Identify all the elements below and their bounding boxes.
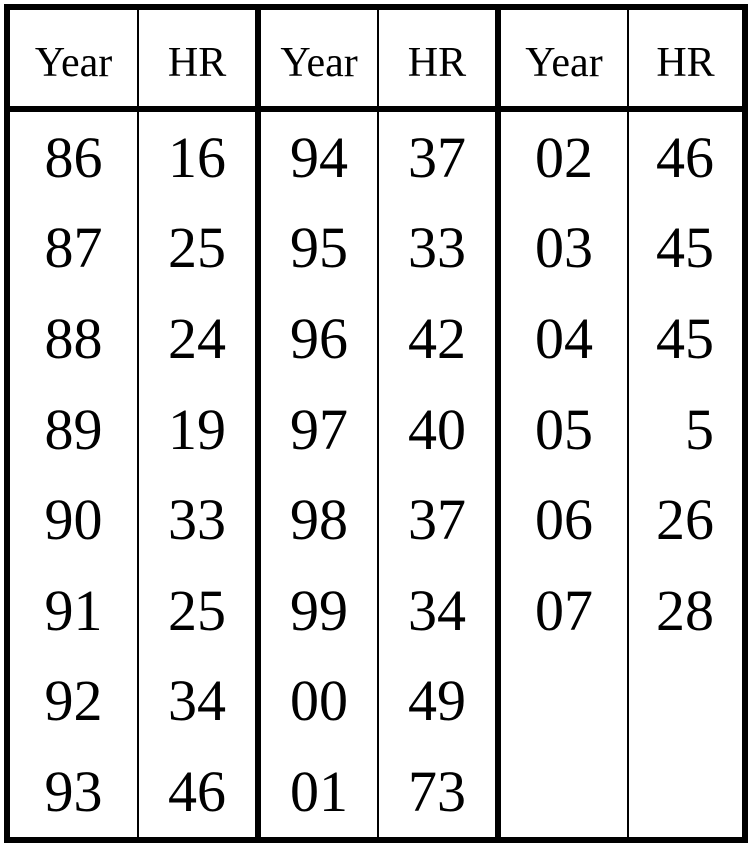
hr-cell — [627, 655, 746, 747]
hr-cell: 33 — [137, 474, 260, 565]
hr-cell: 19 — [137, 383, 260, 475]
year-cell: 94 — [255, 109, 379, 203]
hr-cell: 37 — [377, 474, 499, 565]
table-row: 88 24 96 42 04 45 — [5, 293, 746, 384]
hr-cell: 25 — [137, 564, 260, 656]
hr-cell: 45 — [627, 202, 746, 294]
year-cell: 04 — [494, 293, 630, 384]
year-cell: 96 — [255, 293, 379, 384]
year-cell: 07 — [494, 564, 630, 656]
table-row: 92 34 00 49 — [5, 655, 746, 747]
year-cell — [494, 746, 630, 840]
year-cell: 01 — [255, 746, 379, 840]
hr-cell: 42 — [377, 293, 499, 384]
hr-cell: 33 — [377, 202, 499, 294]
year-cell: 91 — [5, 564, 140, 656]
year-cell: 98 — [255, 474, 379, 565]
hr-cell: 25 — [137, 202, 260, 294]
year-cell: 95 — [255, 202, 379, 294]
hr-cell — [627, 746, 746, 840]
year-cell: 86 — [5, 109, 140, 203]
year-cell — [494, 655, 630, 747]
year-cell: 03 — [494, 202, 630, 294]
home-run-table: Year HR Year HR Year HR 86 16 94 37 02 4… — [4, 4, 748, 843]
table-row: 93 46 01 73 — [5, 746, 746, 840]
hr-cell: 34 — [377, 564, 499, 656]
hr-header-3: HR — [627, 7, 746, 112]
hr-cell: 40 — [377, 383, 499, 475]
year-cell: 93 — [5, 746, 140, 840]
year-cell: 92 — [5, 655, 140, 747]
year-cell: 88 — [5, 293, 140, 384]
year-cell: 89 — [5, 383, 140, 475]
year-cell: 06 — [494, 474, 630, 565]
hr-cell: 28 — [627, 564, 746, 656]
hr-cell: 73 — [377, 746, 499, 840]
table-row: 91 25 99 34 07 28 — [5, 564, 746, 656]
hr-cell: 45 — [627, 293, 746, 384]
table-row: 86 16 94 37 02 46 — [5, 109, 746, 203]
hr-cell: 49 — [377, 655, 499, 747]
year-header-2: Year — [255, 7, 379, 112]
year-cell: 87 — [5, 202, 140, 294]
hr-cell: 46 — [627, 109, 746, 203]
year-cell: 99 — [255, 564, 379, 656]
hr-cell: 5 — [627, 383, 746, 475]
year-cell: 05 — [494, 383, 630, 475]
table-row: 90 33 98 37 06 26 — [5, 474, 746, 565]
year-header-3: Year — [494, 7, 630, 112]
hr-cell: 24 — [137, 293, 260, 384]
hr-header-1: HR — [137, 7, 260, 112]
hr-cell: 37 — [377, 109, 499, 203]
hr-cell: 46 — [137, 746, 260, 840]
header-row: Year HR Year HR Year HR — [5, 7, 746, 112]
hr-cell: 26 — [627, 474, 746, 565]
year-cell: 02 — [494, 109, 630, 203]
year-cell: 00 — [255, 655, 379, 747]
table-row: 89 19 97 40 05 5 — [5, 383, 746, 475]
hr-header-2: HR — [377, 7, 499, 112]
year-header-1: Year — [5, 7, 140, 112]
year-cell: 90 — [5, 474, 140, 565]
year-cell: 97 — [255, 383, 379, 475]
hr-cell: 16 — [137, 109, 260, 203]
hr-cell: 34 — [137, 655, 260, 747]
table-row: 87 25 95 33 03 45 — [5, 202, 746, 294]
